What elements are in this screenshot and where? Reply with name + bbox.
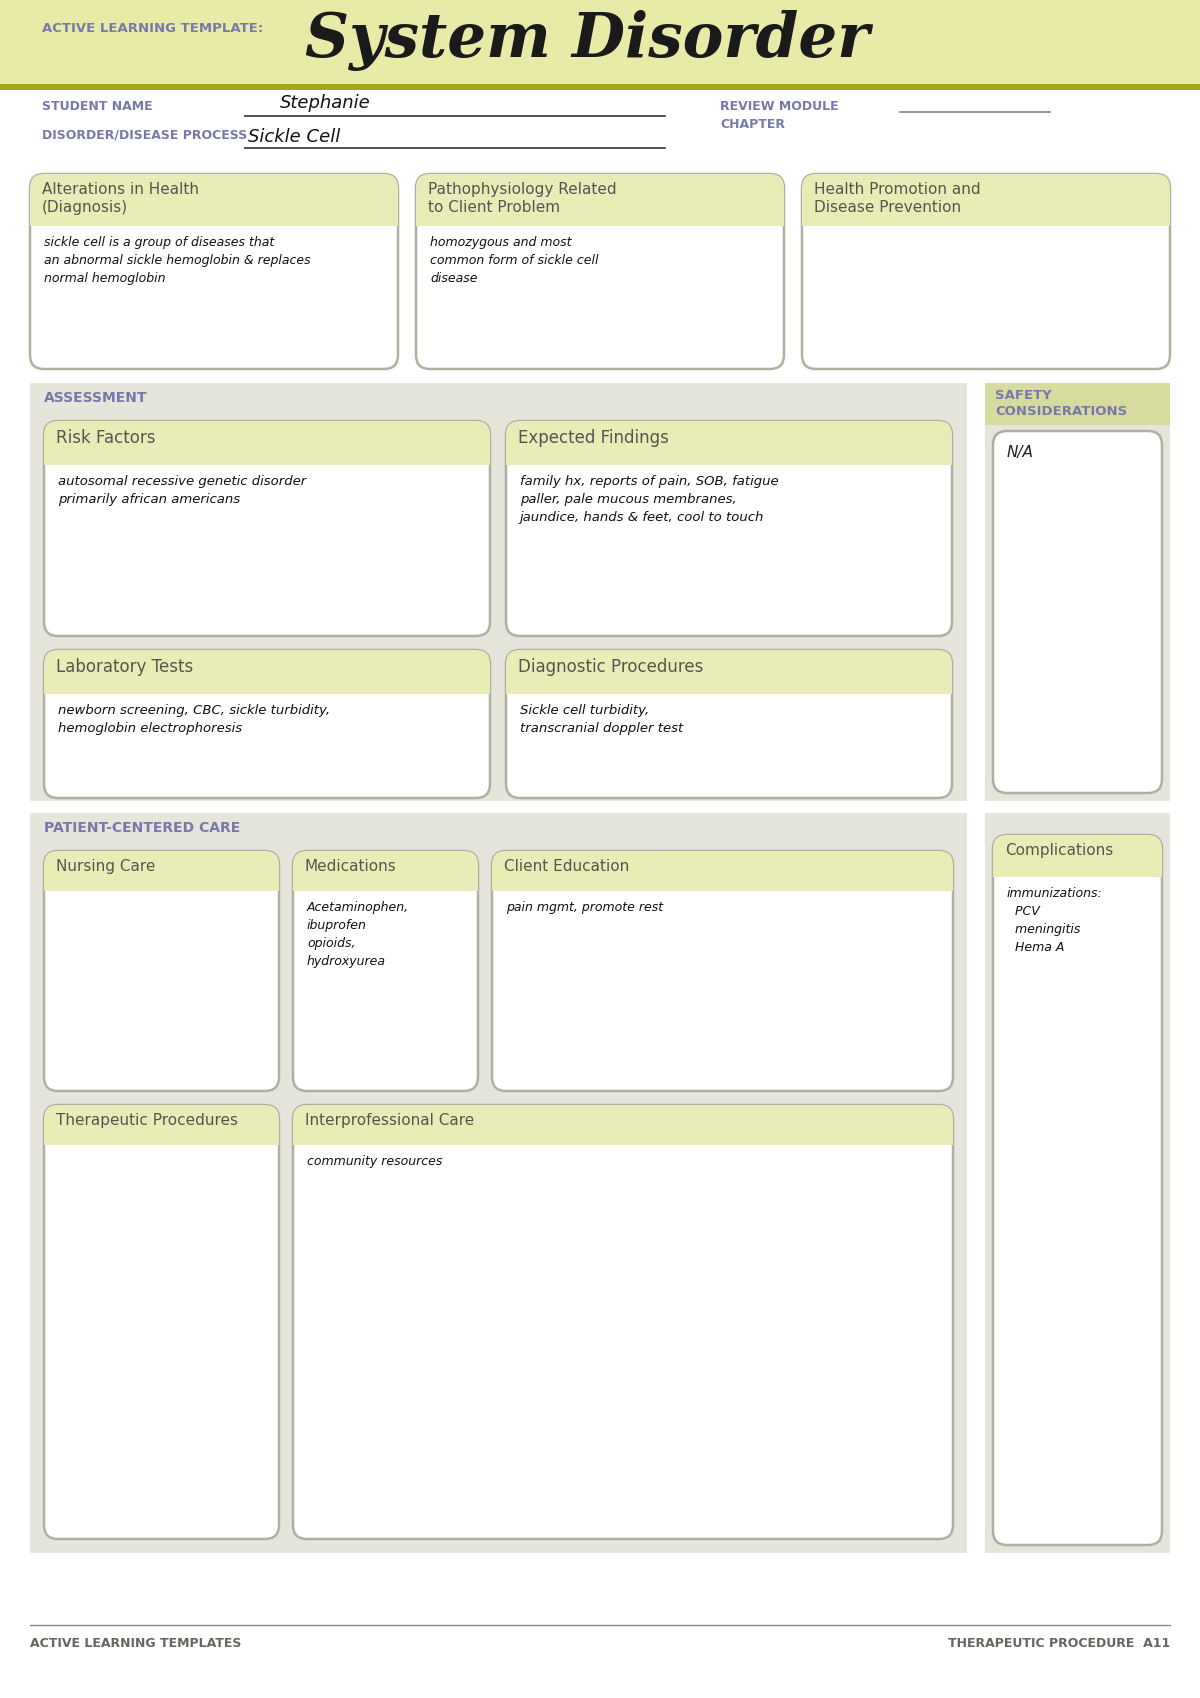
Text: ACTIVE LEARNING TEMPLATE:: ACTIVE LEARNING TEMPLATE:: [42, 22, 263, 36]
FancyBboxPatch shape: [44, 851, 278, 891]
Text: Therapeutic Procedures: Therapeutic Procedures: [56, 1112, 238, 1127]
Bar: [506, 679, 952, 694]
Text: Diagnostic Procedures: Diagnostic Procedures: [518, 659, 703, 676]
Text: PATIENT-CENTERED CARE: PATIENT-CENTERED CARE: [44, 822, 240, 835]
Text: community resources: community resources: [307, 1155, 443, 1168]
Text: DISORDER/DISEASE PROCESS: DISORDER/DISEASE PROCESS: [42, 127, 247, 141]
Text: pain mgmt, promote rest: pain mgmt, promote rest: [506, 902, 664, 914]
Bar: [985, 384, 1170, 801]
Text: Interprofessional Care: Interprofessional Care: [305, 1112, 474, 1127]
FancyBboxPatch shape: [293, 1105, 953, 1538]
Bar: [30, 384, 967, 801]
FancyBboxPatch shape: [506, 650, 952, 798]
Text: Acetaminophen,
ibuprofen
opioids,
hydroxyurea: Acetaminophen, ibuprofen opioids, hydrox…: [307, 902, 409, 968]
FancyBboxPatch shape: [293, 851, 478, 1092]
FancyBboxPatch shape: [416, 173, 784, 226]
Text: SAFETY
CONSIDERATIONS: SAFETY CONSIDERATIONS: [995, 389, 1127, 418]
Text: Laboratory Tests: Laboratory Tests: [56, 659, 193, 676]
FancyBboxPatch shape: [44, 421, 490, 465]
FancyBboxPatch shape: [30, 173, 398, 226]
Bar: [293, 876, 478, 891]
FancyBboxPatch shape: [506, 421, 952, 637]
FancyBboxPatch shape: [293, 1105, 953, 1144]
Text: autosomal recessive genetic disorder
primarily african americans: autosomal recessive genetic disorder pri…: [58, 475, 306, 506]
FancyBboxPatch shape: [44, 1105, 278, 1538]
Text: ACTIVE LEARNING TEMPLATES: ACTIVE LEARNING TEMPLATES: [30, 1637, 241, 1650]
Text: System Disorder: System Disorder: [305, 10, 870, 71]
Bar: [492, 876, 953, 891]
Bar: [985, 813, 1170, 1554]
FancyBboxPatch shape: [506, 421, 952, 465]
Text: Sickle cell turbidity,
transcranial doppler test: Sickle cell turbidity, transcranial dopp…: [520, 705, 683, 735]
Bar: [802, 212, 1170, 226]
Bar: [506, 452, 952, 465]
FancyBboxPatch shape: [44, 650, 490, 694]
Text: sickle cell is a group of diseases that
an abnormal sickle hemoglobin & replaces: sickle cell is a group of diseases that …: [44, 236, 311, 285]
Bar: [0, 83, 1200, 90]
Bar: [44, 876, 278, 891]
Text: Risk Factors: Risk Factors: [56, 430, 156, 447]
Text: Medications: Medications: [305, 859, 397, 874]
FancyBboxPatch shape: [802, 173, 1170, 226]
FancyBboxPatch shape: [994, 431, 1162, 793]
Bar: [44, 452, 490, 465]
Bar: [44, 679, 490, 694]
FancyBboxPatch shape: [293, 851, 478, 891]
Text: Alterations in Health
(Diagnosis): Alterations in Health (Diagnosis): [42, 182, 199, 216]
Text: N/A: N/A: [1007, 445, 1034, 460]
Bar: [994, 863, 1162, 876]
Bar: [30, 813, 967, 1554]
FancyBboxPatch shape: [44, 421, 490, 637]
FancyBboxPatch shape: [506, 650, 952, 694]
FancyBboxPatch shape: [994, 835, 1162, 876]
Text: REVIEW MODULE
CHAPTER: REVIEW MODULE CHAPTER: [720, 100, 839, 131]
Text: Client Education: Client Education: [504, 859, 629, 874]
Text: homozygous and most
common form of sickle cell
disease: homozygous and most common form of sickl…: [430, 236, 599, 285]
Text: STUDENT NAME: STUDENT NAME: [42, 100, 152, 114]
FancyBboxPatch shape: [30, 173, 398, 368]
Text: family hx, reports of pain, SOB, fatigue
paller, pale mucous membranes,
jaundice: family hx, reports of pain, SOB, fatigue…: [520, 475, 779, 525]
FancyBboxPatch shape: [492, 851, 953, 891]
Text: Sickle Cell: Sickle Cell: [248, 127, 341, 146]
Bar: [416, 212, 784, 226]
Bar: [985, 384, 1170, 424]
Text: Complications: Complications: [1006, 842, 1114, 857]
FancyBboxPatch shape: [416, 173, 784, 368]
Text: THERAPEUTIC PROCEDURE  A11: THERAPEUTIC PROCEDURE A11: [948, 1637, 1170, 1650]
Bar: [293, 1131, 953, 1144]
Text: Expected Findings: Expected Findings: [518, 430, 668, 447]
Text: Stephanie: Stephanie: [280, 93, 371, 112]
FancyBboxPatch shape: [44, 650, 490, 798]
Bar: [44, 1131, 278, 1144]
Text: Nursing Care: Nursing Care: [56, 859, 155, 874]
Text: Health Promotion and
Disease Prevention: Health Promotion and Disease Prevention: [814, 182, 980, 216]
Bar: [0, 0, 1200, 88]
FancyBboxPatch shape: [44, 1105, 278, 1144]
FancyBboxPatch shape: [994, 835, 1162, 1545]
Text: ASSESSMENT: ASSESSMENT: [44, 391, 148, 406]
FancyBboxPatch shape: [802, 173, 1170, 368]
Text: immunizations:
  PCV
  meningitis
  Hema A: immunizations: PCV meningitis Hema A: [1007, 886, 1103, 954]
Text: newborn screening, CBC, sickle turbidity,
hemoglobin electrophoresis: newborn screening, CBC, sickle turbidity…: [58, 705, 330, 735]
Bar: [30, 212, 398, 226]
FancyBboxPatch shape: [44, 851, 278, 1092]
FancyBboxPatch shape: [492, 851, 953, 1092]
Text: Pathophysiology Related
to Client Problem: Pathophysiology Related to Client Proble…: [428, 182, 617, 216]
